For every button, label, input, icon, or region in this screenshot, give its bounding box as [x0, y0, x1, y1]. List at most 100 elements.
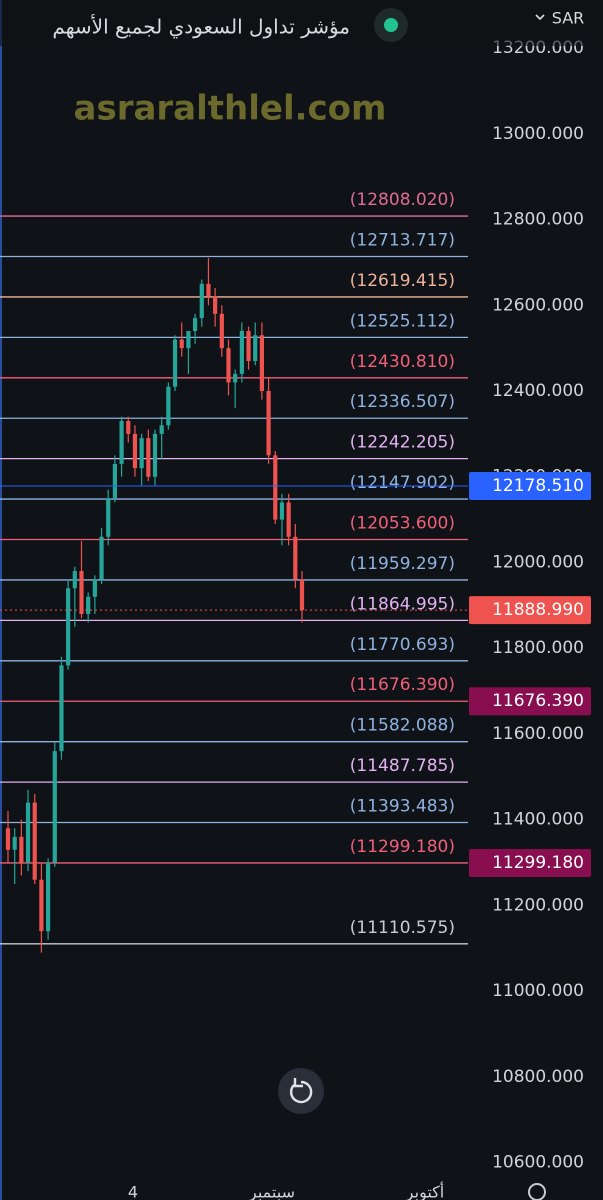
level-label: (12525.112): [350, 311, 455, 331]
x-tick-label: أكتوبر: [405, 1182, 444, 1200]
reset-arrow[interactable]: [293, 1078, 303, 1088]
level-label: (12053.600): [350, 514, 455, 534]
price-tag-label: 11676.390: [492, 691, 584, 711]
level-label: (12713.717): [350, 231, 455, 251]
candle-body: [246, 330, 251, 361]
candle-body: [19, 836, 24, 863]
candle-body: [286, 502, 291, 537]
candle-body: [12, 836, 17, 850]
price-tag: [469, 596, 591, 625]
candle-body: [172, 339, 178, 387]
candle-body: [92, 579, 97, 597]
header-bg: [0, 0, 603, 46]
level-label: (11299.180): [350, 837, 455, 857]
price-tag-label: 12178.510: [492, 476, 584, 496]
price-tag: [469, 471, 591, 500]
x-tick-label: سبتمبر: [248, 1183, 295, 1200]
candle-body: [126, 421, 131, 434]
candle-body: [52, 751, 57, 863]
reset-button[interactable]: [278, 1068, 324, 1114]
candle-body: [299, 579, 305, 611]
price-tag-label: 11888.990: [492, 600, 584, 620]
candle-body: [39, 879, 44, 932]
candle-body: [79, 571, 84, 614]
y-tick-label: 10800.000: [492, 1067, 584, 1087]
y-tick-label: 12600.000: [492, 295, 584, 315]
reset-circle[interactable]: [278, 1068, 324, 1114]
candle-body: [179, 339, 184, 349]
y-tick-label: 11400.000: [492, 810, 584, 830]
candle-body: [45, 862, 51, 932]
candle-body: [119, 421, 124, 464]
level-label: (12147.902): [350, 473, 455, 493]
price-tag: [469, 848, 591, 877]
status-dot: [384, 18, 398, 32]
currency[interactable]: SAR: [552, 9, 585, 28]
level-label: (12336.507): [350, 392, 455, 412]
level-label: (11110.575): [350, 918, 455, 938]
candle-body: [213, 296, 218, 314]
level-label: (11582.088): [350, 716, 455, 736]
level-label: (11864.995): [350, 594, 455, 614]
gear[interactable]: [528, 1183, 546, 1200]
level-label: (12242.205): [350, 433, 455, 453]
price-tag: [469, 687, 591, 716]
candle-body: [226, 348, 231, 383]
candle-body: [32, 802, 37, 880]
level-label: (11487.785): [350, 756, 455, 776]
candle-body: [159, 425, 164, 434]
candle-body: [186, 330, 191, 349]
candle-body: [166, 386, 171, 426]
candle-body: [72, 571, 77, 589]
y-tick-label: 11600.000: [492, 724, 584, 744]
candle-body: [106, 498, 111, 537]
reset-icon[interactable]: [289, 1080, 313, 1104]
candle-body: [253, 335, 258, 361]
candle-body: [219, 313, 224, 349]
y-tick-label: 12400.000: [492, 381, 584, 401]
settings-icon[interactable]: [528, 1183, 546, 1200]
candle-body: [112, 463, 118, 499]
plot: 13200.00013000.00012800.00012600.0001240…: [0, 38, 591, 1173]
candle-body: [99, 536, 104, 580]
y-tick-label: 12800.000: [492, 210, 584, 230]
candle-body: [266, 391, 271, 456]
level-label: (11393.483): [350, 797, 455, 817]
level-label: (12619.415): [350, 271, 455, 291]
candle-body: [66, 588, 71, 666]
candle-body: [199, 283, 204, 319]
candle-body: [273, 455, 278, 520]
candle-body: [293, 536, 298, 580]
y-tick-label: 12000.000: [492, 552, 584, 572]
y-tick-label: 11200.000: [492, 895, 584, 915]
candle-body: [152, 433, 158, 477]
candle-body: [25, 802, 31, 863]
candle-body: [206, 283, 211, 297]
candle-body: [5, 828, 11, 850]
candle-body: [139, 438, 144, 469]
currency-chevron[interactable]: [535, 14, 545, 21]
candle-body: [259, 335, 265, 392]
y-tick-label: 11000.000: [492, 981, 584, 1001]
y-tick-label: 13000.000: [492, 124, 584, 144]
x-tick-label: 4: [128, 1183, 138, 1200]
level-label: (11676.390): [350, 675, 455, 695]
chart-title: مؤشر تداول السعودي لجميع الأسهم: [52, 15, 350, 40]
candle-body: [146, 438, 151, 477]
candle-body: [192, 318, 198, 331]
level-label: (11770.693): [350, 635, 455, 655]
y-tick-label: 11800.000: [492, 638, 584, 658]
candle-body: [239, 330, 244, 374]
candle-body: [279, 502, 285, 520]
left-border: [0, 0, 2, 1200]
level-label: (12430.810): [350, 352, 455, 372]
candle-body: [132, 433, 138, 469]
candle-body: [86, 596, 91, 614]
watermark: asraralthlel.com: [74, 89, 387, 129]
y-tick-label: 10600.000: [492, 1153, 584, 1173]
candle-body: [233, 373, 238, 383]
price-tag-label: 11299.180: [492, 853, 584, 873]
candle-body: [59, 665, 64, 752]
